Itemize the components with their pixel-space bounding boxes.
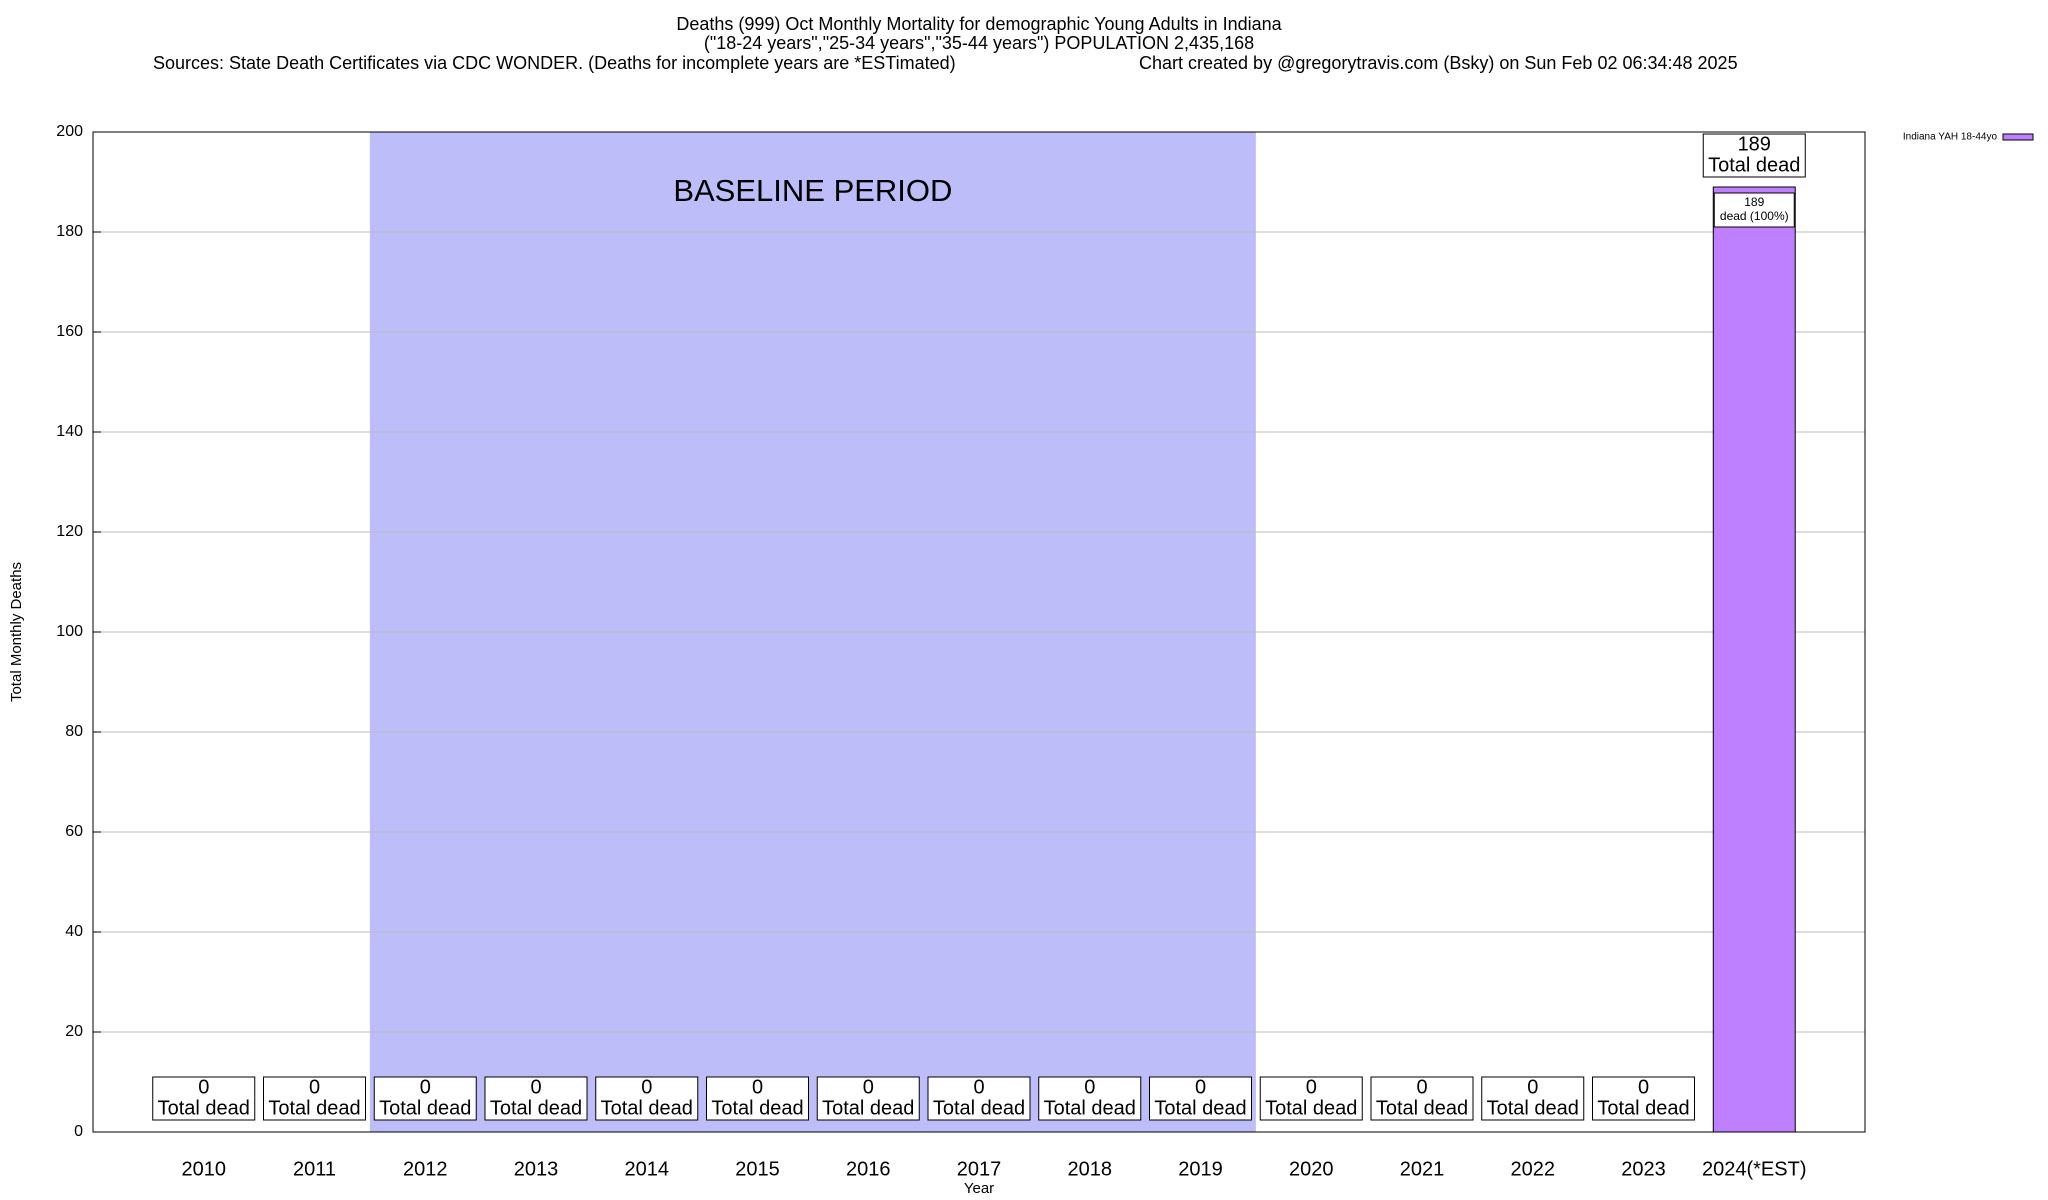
x-tick-label: 2017 — [957, 1158, 1002, 1180]
y-tick-label: 180 — [56, 223, 83, 240]
total-text: Total dead — [1708, 154, 1800, 176]
total-label-box — [373, 1076, 477, 1121]
sources: Sources: State Death Certificates via CD… — [153, 53, 956, 73]
total-text: Total dead — [1376, 1097, 1468, 1119]
total-value: 0 — [973, 1076, 984, 1098]
legend-swatch — [2002, 133, 2034, 141]
total-label-box — [263, 1076, 366, 1121]
total-value: 0 — [1638, 1076, 1649, 1098]
bar — [1712, 186, 1796, 1133]
legend-label: Indiana YAH 18-44yo — [1903, 132, 1998, 143]
total-label-box — [152, 1076, 256, 1121]
total-value: 0 — [1195, 1076, 1206, 1098]
total-label-box — [927, 1076, 1031, 1121]
total-label-box — [1481, 1076, 1585, 1121]
y-tick-label: 80 — [65, 723, 83, 740]
total-value: 0 — [1084, 1076, 1095, 1098]
x-tick-label: 2021 — [1400, 1158, 1445, 1180]
x-tick-label: 2011 — [293, 1158, 336, 1180]
total-value: 0 — [1527, 1076, 1538, 1098]
x-axis-label: Year — [964, 1180, 994, 1197]
total-text: Total dead — [1487, 1097, 1579, 1119]
y-tick-label: 60 — [65, 823, 83, 840]
total-label-box — [816, 1076, 920, 1121]
chart-subtitle: ("18-24 years","25-34 years","35-44 year… — [704, 33, 1254, 53]
total-value: 0 — [641, 1076, 652, 1098]
y-tick-label: 100 — [56, 623, 83, 640]
total-value: 0 — [863, 1076, 874, 1098]
total-text: Total dead — [1044, 1097, 1136, 1119]
total-label-box — [1592, 1076, 1695, 1121]
x-tick-label: 2013 — [514, 1158, 559, 1180]
inner-label-box — [1713, 192, 1795, 228]
total-text: Total dead — [711, 1097, 803, 1119]
total-value: 189 — [1738, 133, 1771, 155]
total-text: Total dead — [1265, 1097, 1357, 1119]
total-value: 0 — [420, 1076, 431, 1098]
total-text: Total dead — [601, 1097, 693, 1119]
x-tick-label: 2018 — [1068, 1158, 1113, 1180]
x-tick-label: 2024(*EST) — [1702, 1158, 1807, 1180]
total-value: 0 — [530, 1076, 541, 1098]
inner-value: 189 — [1744, 195, 1764, 209]
plot-frame — [92, 131, 1866, 1133]
total-text: Total dead — [158, 1097, 250, 1119]
total-value: 0 — [752, 1076, 763, 1098]
y-tick-label: 140 — [56, 423, 83, 440]
x-tick-label: 2019 — [1178, 1158, 1223, 1180]
total-value: 0 — [309, 1076, 320, 1098]
y-tick-label: 0 — [74, 1123, 83, 1140]
total-text: Total dead — [379, 1097, 471, 1119]
total-text: Total dead — [822, 1097, 914, 1119]
x-tick-label: 2012 — [403, 1158, 448, 1180]
x-tick-label: 2020 — [1289, 1158, 1334, 1180]
x-tick-label: 2022 — [1511, 1158, 1556, 1180]
credit: Chart created by @gregorytravis.com (Bsk… — [1139, 53, 1738, 73]
total-label-box — [595, 1076, 699, 1121]
baseline-label: BASELINE PERIOD — [673, 173, 952, 208]
y-axis-label: Total Monthly Deaths — [8, 562, 25, 702]
total-value: 0 — [1416, 1076, 1427, 1098]
total-value: 0 — [198, 1076, 209, 1098]
total-text: Total dead — [1154, 1097, 1246, 1119]
total-label-box — [706, 1076, 809, 1121]
y-tick-label: 120 — [56, 523, 83, 540]
x-tick-label: 2010 — [182, 1158, 227, 1180]
y-tick-label: 200 — [56, 123, 83, 140]
x-tick-label: 2015 — [735, 1158, 780, 1180]
total-text: Total dead — [268, 1097, 360, 1119]
x-tick-label: 2014 — [625, 1158, 670, 1180]
chart-title: Deaths (999) Oct Monthly Mortality for d… — [676, 14, 1282, 34]
total-label-box — [1259, 1076, 1363, 1121]
total-label-box — [1702, 133, 1806, 178]
total-text: Total dead — [933, 1097, 1025, 1119]
total-value: 0 — [1306, 1076, 1317, 1098]
inner-text: dead (100%) — [1720, 209, 1789, 223]
y-tick-label: 40 — [65, 923, 83, 940]
total-label-box — [1038, 1076, 1142, 1121]
y-tick-label: 160 — [56, 323, 83, 340]
y-tick-label: 20 — [65, 1023, 83, 1040]
total-label-box — [1370, 1076, 1474, 1121]
total-text: Total dead — [490, 1097, 582, 1119]
x-tick-label: 2023 — [1621, 1158, 1666, 1180]
total-text: Total dead — [1597, 1097, 1689, 1119]
total-label-box — [484, 1076, 588, 1121]
total-label-box — [1149, 1076, 1252, 1121]
x-tick-label: 2016 — [846, 1158, 891, 1180]
